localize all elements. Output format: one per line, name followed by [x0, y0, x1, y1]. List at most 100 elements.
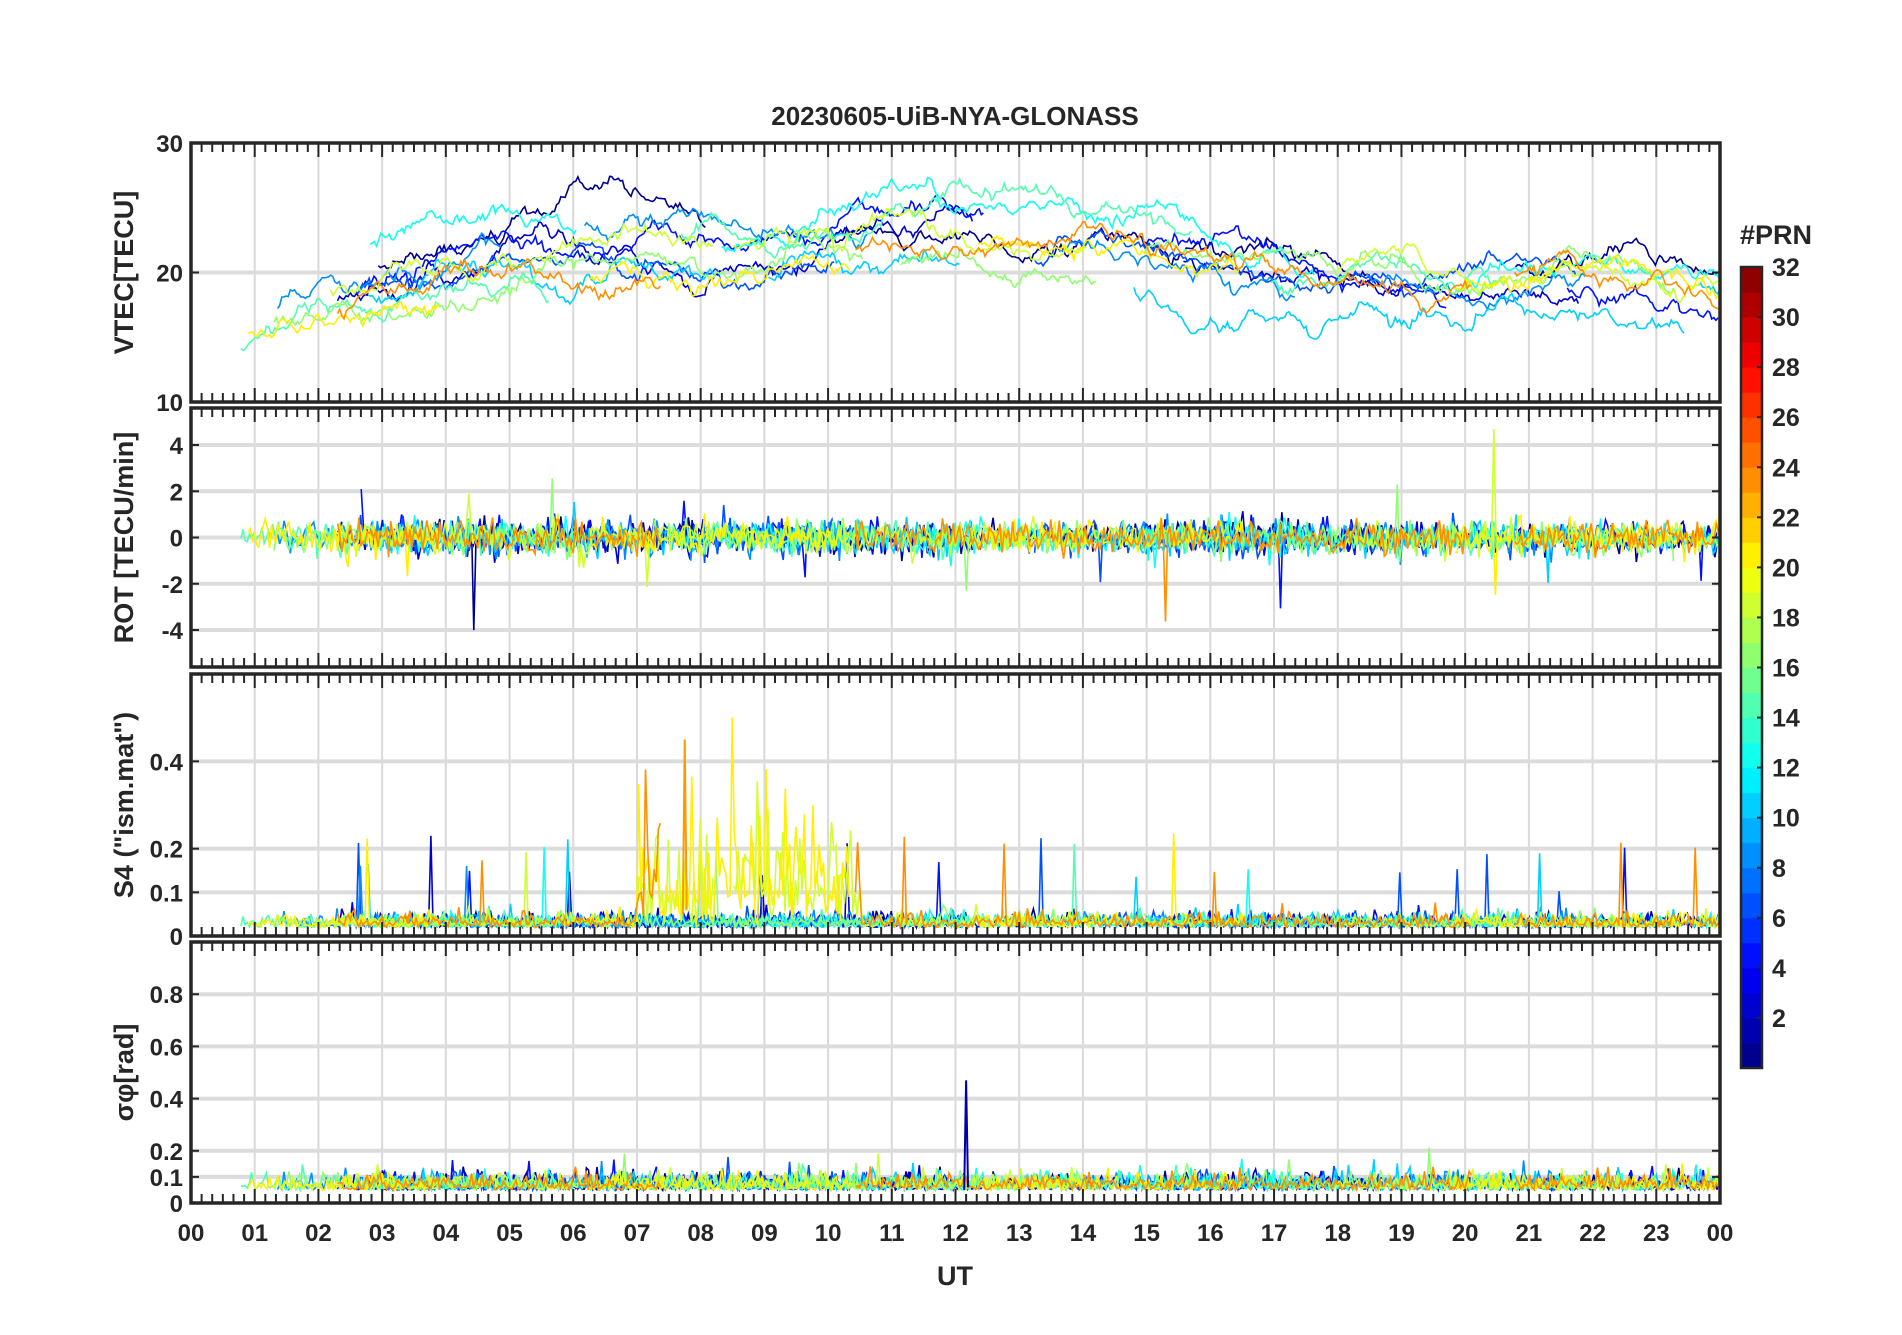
- series-line-prn-9: [276, 1167, 502, 1192]
- colorbar-tick-label: 22: [1772, 504, 1800, 532]
- x-tick-label: 00: [1707, 1220, 1734, 1247]
- x-tick-label: 06: [560, 1220, 587, 1247]
- y-tick-label: 0.6: [150, 1034, 183, 1061]
- y-tick-label: 0.1: [150, 880, 183, 907]
- colorbar-segment: [1741, 592, 1762, 618]
- colorbar-segment: [1741, 992, 1762, 1019]
- x-tick-label: 18: [1324, 1220, 1351, 1247]
- series-line-prn-7: [1033, 228, 1577, 299]
- colorbar-tick-label: 10: [1772, 805, 1800, 833]
- colorbar-tick-label: 8: [1772, 855, 1786, 883]
- series-line-prn-11: [367, 256, 716, 306]
- series-line-prn-15: [240, 271, 550, 352]
- x-tick-label: 21: [1516, 1220, 1543, 1247]
- series-line-prn-24: [337, 1166, 662, 1192]
- series-line-prn-21: [589, 254, 850, 297]
- colorbar-tick-label: 16: [1772, 655, 1800, 683]
- x-tick-label: 20: [1452, 1220, 1479, 1247]
- panel-1: 10 20 30 VTEC[TECU]: [109, 131, 1722, 417]
- y-tick-label: 0: [170, 924, 183, 951]
- axes-box: [189, 672, 1722, 938]
- colorbar-segment: [1741, 942, 1762, 969]
- series-group: [240, 428, 1720, 631]
- x-tick-label: 16: [1197, 1220, 1224, 1247]
- y-tick-label: 0.2: [150, 837, 183, 864]
- series-line-prn-9: [1058, 239, 1295, 302]
- x-tick-label: 23: [1643, 1220, 1670, 1247]
- series-line-prn-24: [1513, 1166, 1720, 1193]
- series-line-prn-24: [336, 258, 661, 321]
- series-line-prn-21: [1454, 514, 1720, 596]
- y-axis-label: VTEC[TECU]: [109, 191, 139, 355]
- y-tick-label: -4: [162, 618, 184, 645]
- series-line-prn-19: [330, 493, 714, 587]
- series-line-prn-24: [1514, 519, 1720, 558]
- colorbar-segment: [1741, 817, 1762, 844]
- series-line-prn-21: [977, 517, 1245, 553]
- y-tick-label: 0.4: [150, 749, 184, 776]
- series-line-prn-24: [855, 1166, 1473, 1193]
- x-tick-label: 10: [815, 1220, 842, 1247]
- series-group: [240, 174, 1720, 352]
- x-tick-label: 12: [942, 1220, 969, 1247]
- colorbar-segment: [1741, 692, 1762, 719]
- series-line-prn-21: [978, 235, 1245, 278]
- x-tick-label: 17: [1261, 1220, 1288, 1247]
- colorbar-tick-label: 24: [1772, 454, 1800, 482]
- series-line-prn-13: [721, 176, 1315, 278]
- x-tick-label: 00: [178, 1220, 205, 1247]
- y-tick-label: 0.8: [150, 982, 183, 1009]
- x-tick-label: 14: [1070, 1220, 1097, 1247]
- colorbar-segment: [1741, 792, 1762, 819]
- y-axis-label: σφ[rad]: [109, 1024, 139, 1122]
- series-line-prn-1: [377, 174, 706, 270]
- x-tick-label: 02: [305, 1220, 332, 1247]
- colorbar-tick-label: 20: [1772, 554, 1800, 582]
- series-line-prn-5: [360, 193, 984, 289]
- colorbar-segment: [1741, 892, 1762, 919]
- y-tick-label: 0: [170, 526, 183, 553]
- y-tick-label: 30: [156, 131, 183, 158]
- colorbar-segment: [1741, 467, 1762, 493]
- panel-3: 0 0.1 0.2 0.4 S4 ("ism.mat"): [109, 672, 1722, 951]
- colorbar-label: #PRN: [1740, 220, 1812, 250]
- axes-box: [189, 406, 1722, 669]
- panel-4: 00.10.2 0.4 0.6 0.8 σφ[rad] 00 01 02 03 04 05 06 07 0…: [109, 940, 1734, 1247]
- series-line-prn-24: [1514, 842, 1720, 930]
- x-tick-label: 11: [879, 1220, 904, 1247]
- colorbar-segment: [1741, 617, 1762, 643]
- y-tick-label: 0.4: [150, 1087, 184, 1114]
- colorbar-tick-label: 14: [1772, 705, 1800, 733]
- colorbar-segment: [1741, 392, 1762, 418]
- x-tick-label: 01: [241, 1220, 268, 1247]
- series-line-prn-11: [768, 250, 960, 282]
- series-line-prn-24: [336, 769, 662, 930]
- colorbar-tick-label: 28: [1772, 354, 1800, 382]
- series-line-prn-17: [1143, 238, 1675, 297]
- colorbar-segment: [1741, 267, 1762, 293]
- series-line-prn-17: [899, 245, 1097, 289]
- series-line-prn-21: [978, 1167, 1245, 1193]
- y-tick-label: 20: [156, 261, 183, 288]
- colorbar-segment: [1741, 292, 1762, 318]
- colorbar-segment: [1741, 567, 1762, 593]
- colorbar-tick-label: 32: [1772, 254, 1800, 282]
- peak-spike: [963, 1080, 970, 1190]
- colorbar-tick-label: 26: [1772, 404, 1800, 432]
- series-line-prn-15: [680, 176, 1192, 260]
- series-line-prn-7: [356, 241, 835, 294]
- x-tick-label: 09: [751, 1220, 778, 1247]
- colorbar-tick-label: 6: [1772, 905, 1786, 933]
- colorbar-segment: [1741, 542, 1762, 568]
- colorbar-tick-label: 30: [1772, 304, 1800, 332]
- series-line-prn-9: [1365, 270, 1586, 312]
- y-tick-label: 0.1: [150, 1165, 183, 1192]
- colorbar-segment: [1741, 742, 1762, 769]
- y-tick-label: 4: [170, 433, 184, 460]
- series-group: [240, 717, 1720, 931]
- x-tick-label: 05: [496, 1220, 523, 1247]
- series-line-prn-19: [733, 207, 1087, 261]
- series-line-prn-21: [1454, 1163, 1720, 1193]
- colorbar-segment: [1741, 442, 1762, 468]
